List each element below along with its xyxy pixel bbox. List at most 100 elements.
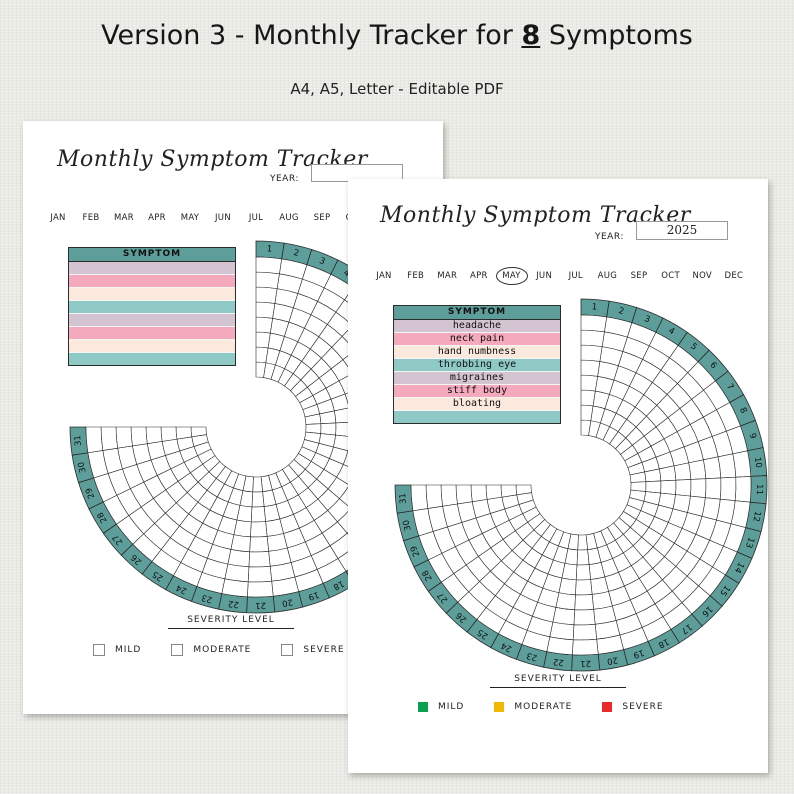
month-jul[interactable]: JUL — [568, 271, 583, 281]
tracker-cell[interactable] — [320, 422, 337, 436]
tracker-cell[interactable] — [227, 549, 250, 568]
tracker-cell[interactable] — [251, 491, 265, 508]
tracker-cell[interactable] — [688, 459, 707, 480]
tracker-cell[interactable] — [580, 329, 605, 347]
tracker-cell[interactable] — [224, 563, 250, 583]
tracker-cell[interactable] — [255, 256, 283, 275]
month-feb[interactable]: FEB — [407, 271, 425, 281]
symptom-row[interactable]: stiff body — [394, 385, 560, 398]
severity-swatch[interactable] — [93, 644, 105, 656]
tracker-cell[interactable] — [248, 551, 271, 568]
symptom-row[interactable] — [69, 262, 235, 275]
tracker-cell[interactable] — [549, 621, 575, 641]
tracker-cell[interactable] — [160, 426, 178, 442]
symptom-row[interactable]: neck pain — [394, 333, 560, 346]
tracker-cell[interactable] — [130, 426, 148, 447]
tracker-cell[interactable] — [705, 477, 722, 500]
symptom-row[interactable] — [69, 275, 235, 288]
severity-swatch[interactable] — [602, 702, 613, 712]
month-oct[interactable]: OCT — [661, 271, 680, 281]
tracker-cell[interactable] — [221, 578, 249, 598]
tracker-cell[interactable] — [252, 476, 263, 493]
year-field[interactable]: 2025 — [636, 221, 728, 240]
tracker-cell[interactable] — [577, 534, 588, 551]
severity-swatch[interactable] — [494, 702, 505, 712]
tracker-cell[interactable] — [575, 579, 593, 596]
tracker-cell[interactable] — [247, 565, 273, 583]
tracker-cell[interactable] — [552, 607, 575, 626]
tracker-cell[interactable] — [470, 484, 488, 502]
tracker-cell[interactable] — [719, 476, 737, 502]
month-mar[interactable]: MAR — [114, 213, 134, 223]
tracker-cell[interactable] — [574, 594, 594, 611]
symptom-row[interactable] — [69, 314, 235, 327]
tracker-cell[interactable] — [660, 479, 677, 495]
month-dec[interactable]: DEC — [724, 271, 744, 281]
tracker-cell[interactable] — [250, 506, 266, 523]
tracker-cell[interactable] — [572, 638, 599, 656]
month-mar[interactable]: MAR — [437, 271, 458, 281]
tracker-cell[interactable] — [675, 479, 692, 497]
month-nov[interactable]: NOV — [692, 271, 713, 281]
symptom-row[interactable]: bloating — [394, 398, 560, 411]
tracker-cell[interactable] — [580, 374, 598, 392]
tracker-cell[interactable] — [703, 456, 722, 479]
tracker-cell[interactable] — [100, 426, 118, 451]
tracker-cell[interactable] — [576, 549, 590, 566]
month-jun[interactable]: JUN — [536, 271, 553, 281]
month-may[interactable]: MAY — [180, 213, 200, 223]
tracker-cell[interactable] — [455, 484, 473, 505]
tracker-cell[interactable] — [255, 316, 273, 334]
tracker-cell[interactable] — [250, 521, 268, 538]
tracker-cell[interactable] — [580, 359, 601, 377]
tracker-cell[interactable] — [425, 484, 443, 509]
month-sep[interactable]: SEP — [313, 213, 331, 223]
tracker-cell[interactable] — [255, 301, 276, 319]
tracker-cell[interactable] — [255, 286, 278, 304]
symptom-row[interactable] — [69, 301, 235, 314]
tracker-cell[interactable] — [580, 314, 608, 333]
symptom-row[interactable] — [69, 353, 235, 365]
tracker-cell[interactable] — [115, 426, 133, 449]
tracker-cell[interactable] — [573, 609, 596, 626]
tracker-cell[interactable] — [255, 271, 280, 289]
tracker-cell[interactable] — [485, 484, 503, 500]
tracker-cell[interactable] — [500, 484, 518, 498]
symptom-row[interactable]: headache — [394, 320, 560, 333]
symptom-row[interactable] — [394, 411, 560, 423]
tracker-cell[interactable] — [690, 478, 707, 498]
tracker-cell[interactable] — [734, 476, 752, 503]
tracker-cell[interactable] — [580, 344, 603, 362]
symptom-row[interactable]: throbbing eye — [394, 359, 560, 372]
severity-swatch[interactable] — [171, 644, 184, 656]
month-jan[interactable]: JAN — [376, 271, 392, 281]
month-jun[interactable]: JUN — [215, 213, 231, 223]
severity-swatch[interactable] — [281, 644, 294, 656]
month-feb[interactable]: FEB — [82, 213, 100, 223]
tracker-cell[interactable] — [85, 426, 104, 454]
tracker-cell[interactable] — [249, 536, 269, 553]
symptom-row[interactable]: migraines — [394, 372, 560, 385]
month-aug[interactable]: AUG — [597, 271, 618, 281]
tracker-cell[interactable] — [673, 462, 692, 481]
tracker-cell[interactable] — [717, 453, 737, 479]
month-apr[interactable]: APR — [470, 271, 488, 281]
tracker-cell[interactable] — [546, 636, 574, 656]
tracker-cell[interactable] — [175, 426, 193, 440]
month-may[interactable]: MAY — [495, 267, 528, 285]
tracker-cell[interactable] — [732, 450, 752, 478]
tracker-cell[interactable] — [555, 592, 576, 611]
tracker-cell[interactable] — [575, 564, 591, 581]
tracker-cell[interactable] — [572, 623, 598, 641]
month-jan[interactable]: JAN — [50, 213, 66, 223]
tracker-cell[interactable] — [145, 426, 163, 444]
tracker-cell[interactable] — [247, 580, 274, 598]
symptom-row[interactable]: hand numbness — [394, 346, 560, 359]
tracker-cell[interactable] — [440, 484, 458, 507]
severity-swatch[interactable] — [418, 702, 428, 712]
tracker-cell[interactable] — [645, 480, 662, 494]
tracker-cell[interactable] — [410, 484, 429, 512]
symptom-row[interactable] — [69, 340, 235, 353]
month-apr[interactable]: APR — [148, 213, 166, 223]
tracker-cell[interactable] — [659, 465, 677, 482]
